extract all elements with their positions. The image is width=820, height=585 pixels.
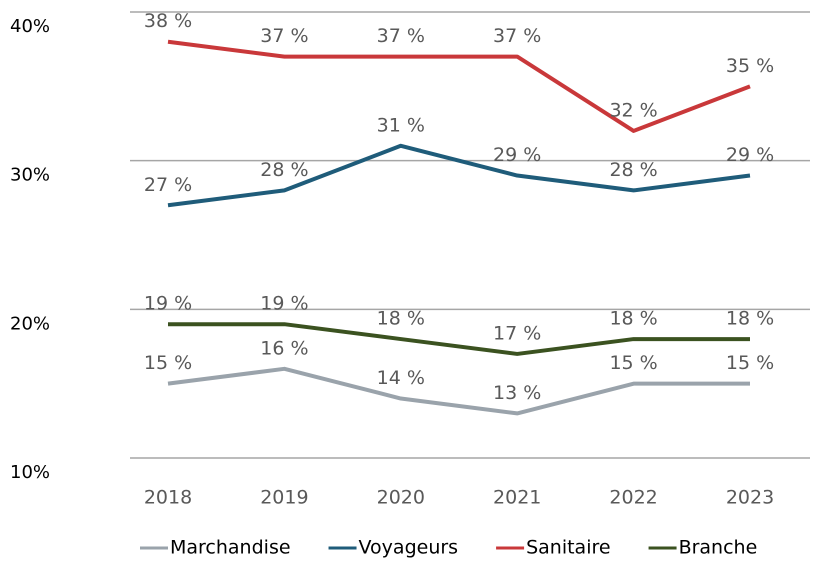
data-label: 29 % [493,144,541,166]
legend-label: Sanitaire [526,537,610,559]
data-label: 38 % [144,10,192,32]
legend-label: Voyageurs [359,537,459,559]
series-line [167,39,751,133]
legend-label: Marchandise [170,537,291,559]
data-label: 31 % [377,114,425,136]
data-label: 18 % [377,308,425,330]
data-label: 28 % [609,159,657,181]
data-label: 14 % [377,367,425,389]
x-tick-label: 2020 [377,487,425,509]
data-label: 28 % [260,159,308,181]
legend-label: Branche [679,537,758,559]
data-label: 37 % [493,25,541,47]
x-tick-label: 2021 [493,487,541,509]
y-tick-label: 20% [10,313,50,334]
data-label: 18 % [609,308,657,330]
data-label: 35 % [726,55,774,77]
data-label: 15 % [144,352,192,374]
data-label: 17 % [493,322,541,344]
data-label: 18 % [726,308,774,330]
data-label: 19 % [144,293,192,315]
y-tick-label: 40% [10,16,50,37]
data-label: 32 % [609,99,657,121]
y-tick-label: 30% [10,165,50,186]
data-label: 13 % [493,382,541,404]
data-label: 29 % [726,144,774,166]
series-line [168,322,750,356]
x-tick-label: 2022 [609,487,657,509]
x-tick-label: 2019 [260,487,308,509]
data-label: 16 % [260,337,308,359]
data-label: 37 % [260,25,308,47]
x-tick-label: 2018 [144,487,192,509]
data-label: 15 % [609,352,657,374]
y-tick-label: 10% [10,462,50,483]
series-line [167,143,751,208]
x-tick-label: 2023 [726,487,774,509]
data-label: 15 % [726,352,774,374]
data-label: 37 % [377,25,425,47]
data-label: 19 % [260,293,308,315]
series-line [167,366,750,416]
data-label: 27 % [144,174,192,196]
